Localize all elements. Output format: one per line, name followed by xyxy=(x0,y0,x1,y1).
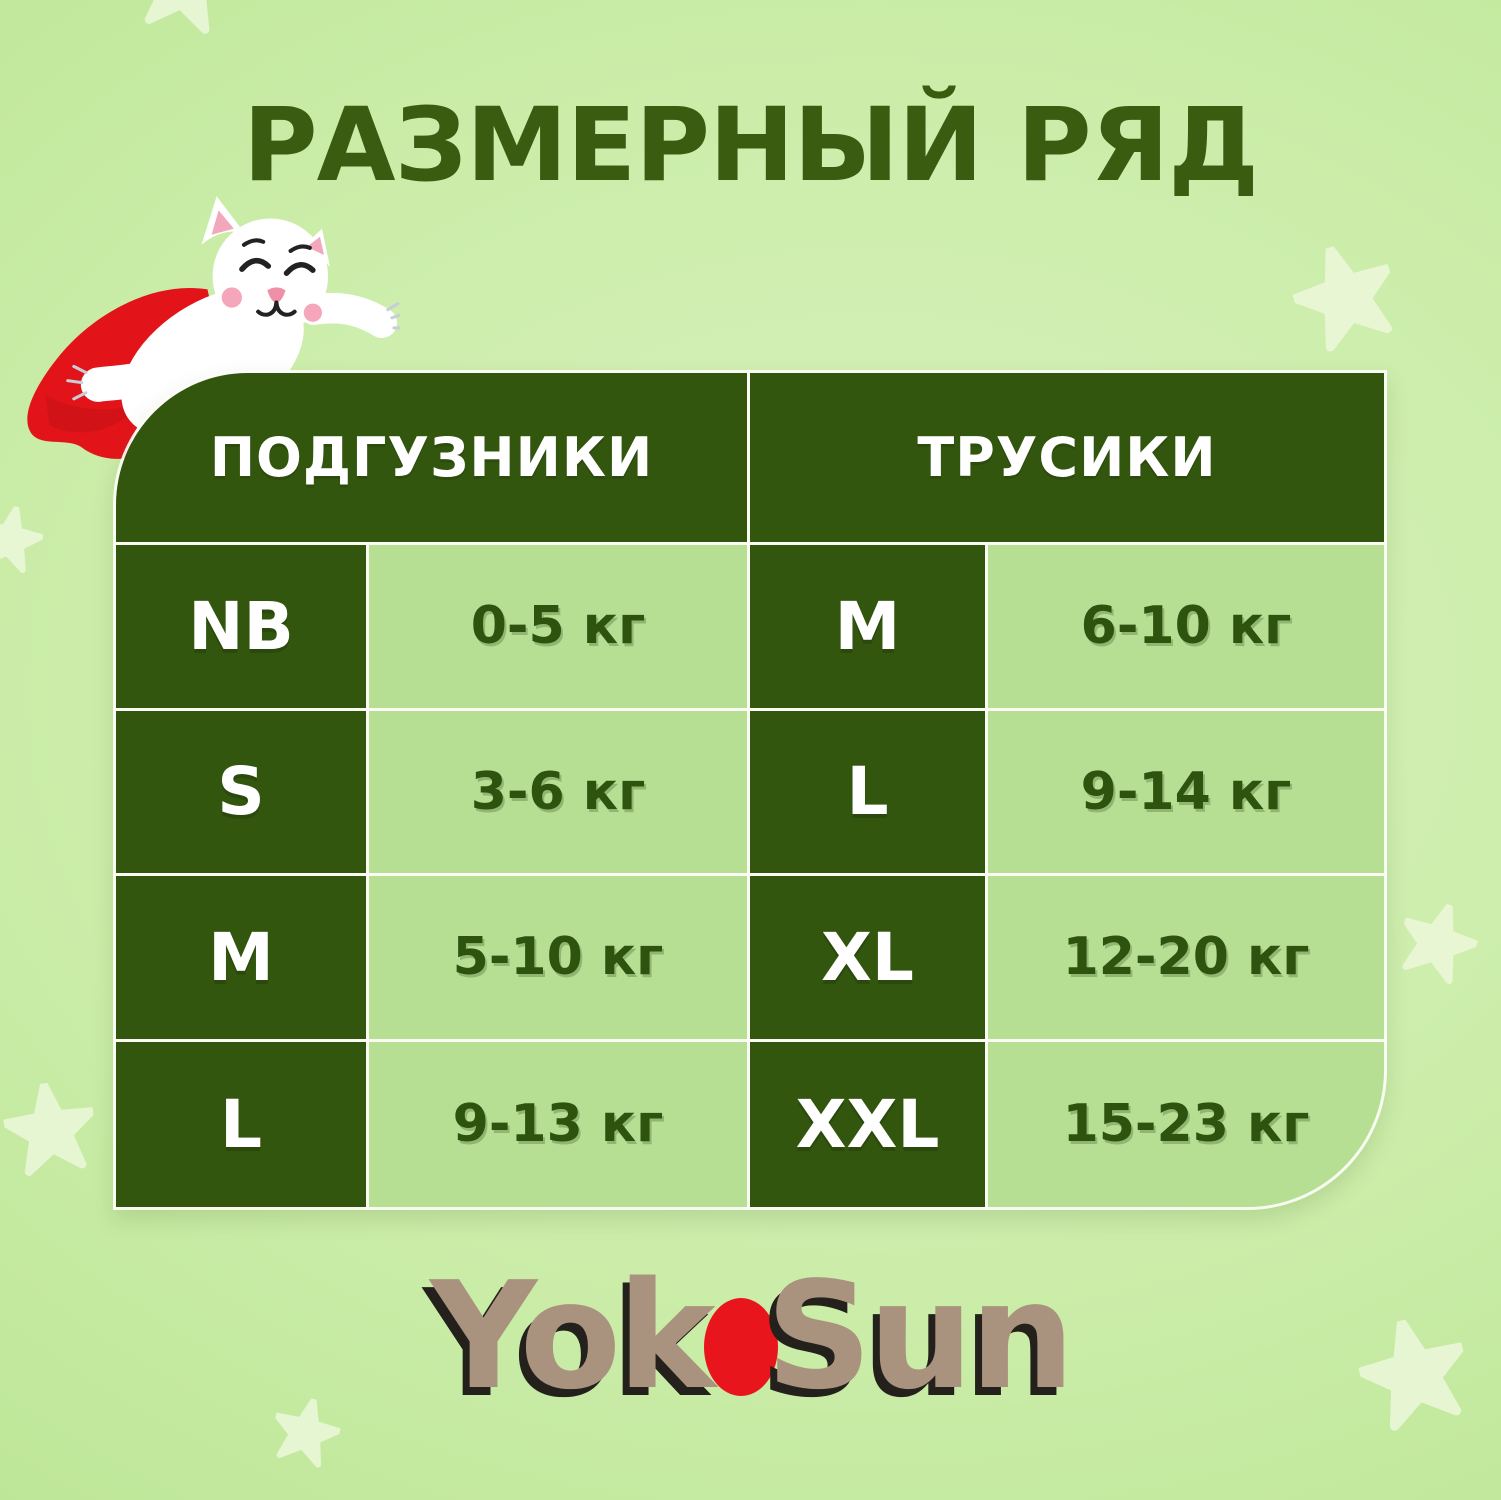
brand-logo-text-right: Sun xyxy=(765,1250,1075,1422)
star-icon xyxy=(1282,232,1408,358)
diaper-weight-cell: 9-13 кг xyxy=(369,1041,750,1207)
brand-dot-icon xyxy=(703,1298,778,1396)
table-header-pants: ТРУСИКИ xyxy=(750,373,1384,545)
diaper-weight-cell: 5-10 кг xyxy=(369,876,750,1042)
size-table: ПОДГУЗНИКИ ТРУСИКИ NB 0-5 кг M 6-10 кг S… xyxy=(113,370,1387,1210)
brand-logo-text-left: Yok xyxy=(429,1250,716,1422)
diaper-size-cell: S xyxy=(116,710,369,876)
pants-weight-cell: 12-20 кг xyxy=(988,876,1384,1042)
diaper-weight-cell: 0-5 кг xyxy=(369,545,750,711)
star-icon xyxy=(129,0,239,38)
diaper-size-cell: M xyxy=(116,876,369,1042)
pants-weight-cell: 9-14 кг xyxy=(988,710,1384,876)
pants-weight-cell: 6-10 кг xyxy=(988,545,1384,711)
diaper-size-cell: NB xyxy=(116,545,369,711)
star-icon xyxy=(1390,893,1486,989)
pants-size-cell: M xyxy=(750,545,988,711)
diaper-weight-cell: 3-6 кг xyxy=(369,710,750,876)
pants-size-cell: XXL xyxy=(750,1041,988,1207)
table-header-diapers: ПОДГУЗНИКИ xyxy=(116,373,750,545)
pants-weight-cell: 15-23 кг xyxy=(988,1041,1384,1207)
brand-logo: Yok Sun xyxy=(0,1262,1501,1410)
diaper-size-cell: L xyxy=(116,1041,369,1207)
page-title: РАЗМЕРНЫЙ РЯД xyxy=(242,86,1259,205)
pants-size-cell: L xyxy=(750,710,988,876)
star-icon xyxy=(0,500,48,576)
pants-size-cell: XL xyxy=(750,876,988,1042)
star-icon xyxy=(0,1077,101,1179)
